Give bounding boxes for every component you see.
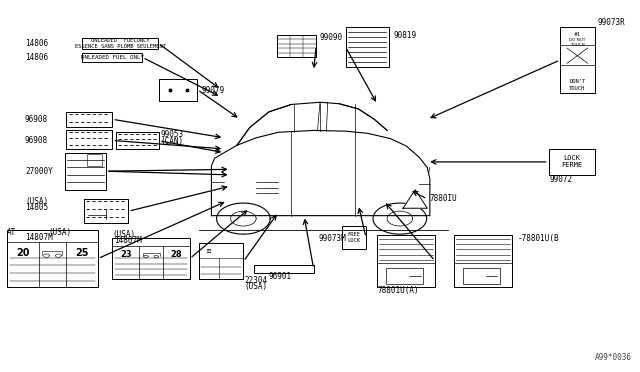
Text: AT: AT [7, 228, 17, 237]
Text: 14806: 14806 [25, 39, 48, 48]
Bar [560, 27, 595, 93]
Bar [378, 235, 435, 287]
Text: 99053: 99053 [161, 130, 184, 140]
Text: 99079: 99079 [202, 86, 225, 95]
Polygon shape [403, 190, 428, 208]
Text: FREE
LOCK: FREE LOCK [348, 232, 361, 243]
Text: 78801U(A): 78801U(A) [378, 286, 419, 295]
Text: 14805: 14805 [25, 203, 48, 212]
Bar [67, 131, 113, 149]
Text: TOUCH: TOUCH [569, 86, 586, 90]
Bar [342, 226, 366, 249]
Text: #1: #1 [573, 32, 581, 37]
Text: 99072: 99072 [550, 175, 573, 184]
Bar [67, 112, 113, 127]
Bar [113, 238, 189, 279]
Text: 22304: 22304 [244, 276, 268, 285]
Text: 20: 20 [16, 248, 29, 258]
Text: (USA): (USA) [49, 228, 72, 237]
Bar [548, 149, 595, 175]
Bar [116, 132, 159, 149]
Text: 90819: 90819 [394, 31, 417, 41]
Text: LOCK
FERME: LOCK FERME [561, 155, 582, 169]
Text: (USA): (USA) [25, 197, 48, 206]
Text: 28: 28 [170, 250, 182, 259]
Bar [83, 53, 143, 62]
Text: TOUCH: TOUCH [570, 43, 585, 46]
Text: 99073R: 99073R [598, 19, 625, 28]
Bar [386, 267, 424, 284]
Bar [65, 153, 106, 190]
Text: 14806: 14806 [25, 53, 48, 62]
Text: DON'T: DON'T [569, 79, 586, 84]
Text: UNLEADED FUEL ONLY: UNLEADED FUEL ONLY [81, 55, 144, 60]
Text: 99090: 99090 [320, 33, 343, 42]
Text: 7880IU: 7880IU [430, 195, 458, 203]
Text: (USA): (USA) [244, 282, 268, 291]
Bar [198, 243, 243, 279]
Text: 25: 25 [75, 248, 89, 258]
Bar [253, 264, 314, 273]
Text: 96908: 96908 [25, 136, 48, 145]
Bar [83, 38, 159, 49]
Bar [454, 235, 511, 287]
Bar [346, 27, 389, 67]
Text: UNLEADED  FUELONLY
ESSENCE SANS PLOMB SEULEMENT: UNLEADED FUELONLY ESSENCE SANS PLOMB SEU… [75, 38, 166, 49]
Text: -78801U(B: -78801U(B [518, 234, 559, 243]
Bar [7, 231, 98, 287]
Bar [84, 199, 129, 223]
Bar [276, 35, 316, 57]
Text: ≡: ≡ [205, 248, 211, 254]
Text: (USA): (USA) [113, 230, 136, 240]
Bar [463, 267, 500, 284]
Text: A99*0036: A99*0036 [595, 353, 632, 362]
Bar [159, 78, 197, 101]
Text: 96901: 96901 [269, 272, 292, 280]
Text: (CAN): (CAN) [161, 137, 184, 146]
Text: 99073M: 99073M [319, 234, 346, 243]
Bar [88, 154, 102, 166]
Text: 14807M: 14807M [25, 233, 52, 243]
Text: 96908: 96908 [25, 115, 48, 124]
Text: 23: 23 [120, 250, 132, 259]
Text: 27000Y: 27000Y [25, 167, 52, 176]
Text: 14807M: 14807M [115, 235, 142, 245]
Text: DO NOT: DO NOT [569, 38, 586, 42]
